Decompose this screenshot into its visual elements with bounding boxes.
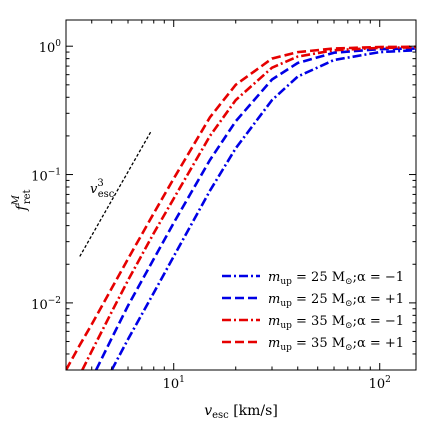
- legend-label-4: mup = 35 M⊙;α = +1: [268, 336, 404, 353]
- series-line-1: [110, 48, 416, 370]
- plot-frame: [65, 19, 417, 371]
- slope-reference-line: [79, 130, 153, 257]
- legend-label-2: mup = 25 M⊙;α = +1: [268, 292, 404, 309]
- slope-reference-label: v3 esc: [90, 178, 115, 200]
- legend-label-3: mup = 35 M⊙;α = −1: [268, 314, 404, 331]
- legend-label-1: mup = 25 M⊙;α = −1: [268, 270, 404, 287]
- series-line-4: [66, 45, 416, 370]
- x-axis-label: vesc [km/s]: [204, 403, 278, 421]
- tick-layer: 101 102 10−2 10−1 100: [31, 20, 416, 392]
- y-tick-label-3: 100: [39, 39, 62, 56]
- y-tick-label-1: 10−2: [31, 296, 61, 313]
- y-tick-label-2: 10−1: [31, 168, 61, 185]
- series-line-2: [94, 47, 416, 370]
- annotation-layer: v3 esc: [79, 130, 153, 257]
- series-layer: [66, 45, 416, 370]
- x-tick-label-2: 102: [369, 375, 391, 392]
- legend: mup = 25 M⊙;α = −1 mup = 25 M⊙;α = +1 mup …: [222, 270, 404, 353]
- x-tick-label-1: 101: [163, 375, 185, 392]
- y-axis-label: fMret: [11, 189, 33, 211]
